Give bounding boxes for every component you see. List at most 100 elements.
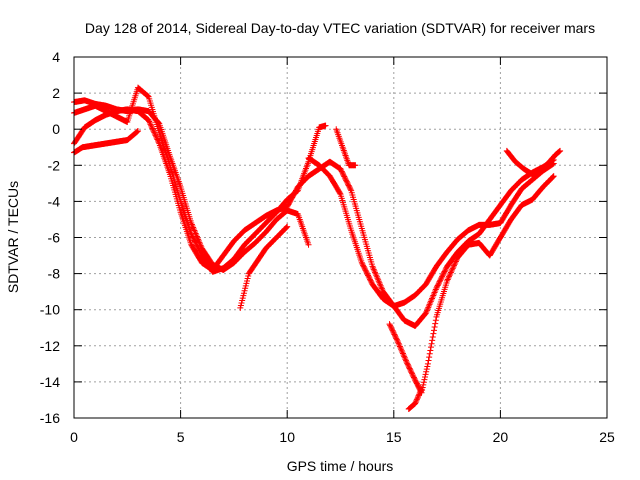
data-point xyxy=(402,356,409,363)
data-point xyxy=(342,176,349,183)
data-point xyxy=(430,292,437,299)
data-point xyxy=(402,357,409,364)
data-point xyxy=(432,317,439,324)
data-point xyxy=(404,360,411,367)
data-point xyxy=(378,285,385,292)
data-point xyxy=(422,373,429,380)
data-point xyxy=(282,224,289,231)
data-point xyxy=(426,350,433,357)
y-tick-label: 4 xyxy=(52,49,60,65)
data-point xyxy=(439,273,446,280)
series-track-10 xyxy=(71,128,141,156)
x-tick-label: 10 xyxy=(279,429,295,445)
data-point xyxy=(437,277,444,284)
data-point xyxy=(360,263,367,270)
data-point xyxy=(410,373,417,380)
data-point xyxy=(144,92,151,99)
data-point xyxy=(413,396,420,403)
data-point xyxy=(424,305,431,312)
data-point xyxy=(363,269,370,276)
x-tick-label: 25 xyxy=(599,429,615,445)
data-point xyxy=(429,295,436,302)
y-tick-label: -4 xyxy=(48,193,61,209)
data-point xyxy=(360,262,367,269)
data-point xyxy=(189,233,196,240)
data-point xyxy=(425,357,432,364)
data-point xyxy=(446,272,453,279)
data-point xyxy=(134,128,141,135)
y-tick-label: -14 xyxy=(40,374,60,390)
x-axis-label: GPS time / hours xyxy=(287,458,394,474)
data-point xyxy=(555,148,562,155)
data-point xyxy=(336,190,343,197)
data-point xyxy=(366,276,373,283)
data-point xyxy=(431,289,438,296)
series-track-9 xyxy=(503,147,564,178)
data-point xyxy=(434,282,441,289)
data-point xyxy=(409,371,416,378)
data-point xyxy=(367,277,374,284)
data-point xyxy=(424,307,431,314)
data-point xyxy=(150,128,157,135)
data-point xyxy=(418,386,425,393)
data-point xyxy=(387,323,394,330)
data-point xyxy=(340,172,347,179)
data-point xyxy=(151,130,158,137)
data-point xyxy=(447,270,454,277)
data-point xyxy=(134,128,141,135)
x-tick-label: 15 xyxy=(386,429,402,445)
data-point xyxy=(389,327,396,334)
x-tick-label: 20 xyxy=(493,429,509,445)
data-point xyxy=(423,368,430,375)
data-point xyxy=(358,259,365,266)
data-point xyxy=(421,376,428,383)
y-tick-label: 0 xyxy=(52,121,60,137)
data-point xyxy=(337,165,344,172)
data-point xyxy=(430,330,437,337)
data-point xyxy=(375,276,382,283)
data-point xyxy=(404,361,411,368)
data-point xyxy=(417,387,424,394)
data-point xyxy=(343,178,350,185)
data-point xyxy=(431,323,438,330)
data-point xyxy=(406,365,413,372)
data-point xyxy=(363,268,370,275)
data-point xyxy=(150,126,157,133)
data-point xyxy=(148,124,155,131)
data-point xyxy=(338,168,345,175)
series-track-2 xyxy=(71,84,329,275)
data-point xyxy=(427,298,434,305)
data-point xyxy=(549,174,556,181)
data-point xyxy=(392,332,399,339)
data-point xyxy=(426,354,433,361)
data-point xyxy=(450,262,457,269)
data-point xyxy=(340,171,347,178)
data-point xyxy=(190,234,197,241)
data-point xyxy=(550,173,557,180)
data-point xyxy=(410,374,417,381)
data-point xyxy=(444,276,451,283)
data-point xyxy=(371,269,378,276)
data-point xyxy=(373,273,380,280)
data-point xyxy=(352,162,359,169)
data-point xyxy=(406,364,413,371)
data-point xyxy=(393,335,400,342)
data-point xyxy=(409,370,416,377)
data-point xyxy=(195,237,202,244)
data-point xyxy=(550,160,557,167)
data-point xyxy=(449,265,456,272)
data-point xyxy=(396,342,403,349)
data-point xyxy=(391,331,398,338)
data-point xyxy=(399,349,406,356)
data-point xyxy=(398,347,405,354)
y-tick-label: 2 xyxy=(52,85,60,101)
data-point xyxy=(193,242,200,249)
data-point xyxy=(377,281,384,288)
data-point xyxy=(436,278,443,285)
data-point xyxy=(305,241,312,248)
y-axis-label: SDTVAR / TECUs xyxy=(5,181,21,293)
data-point xyxy=(408,369,415,376)
y-tick-label: -16 xyxy=(40,410,60,426)
data-point xyxy=(426,301,433,308)
